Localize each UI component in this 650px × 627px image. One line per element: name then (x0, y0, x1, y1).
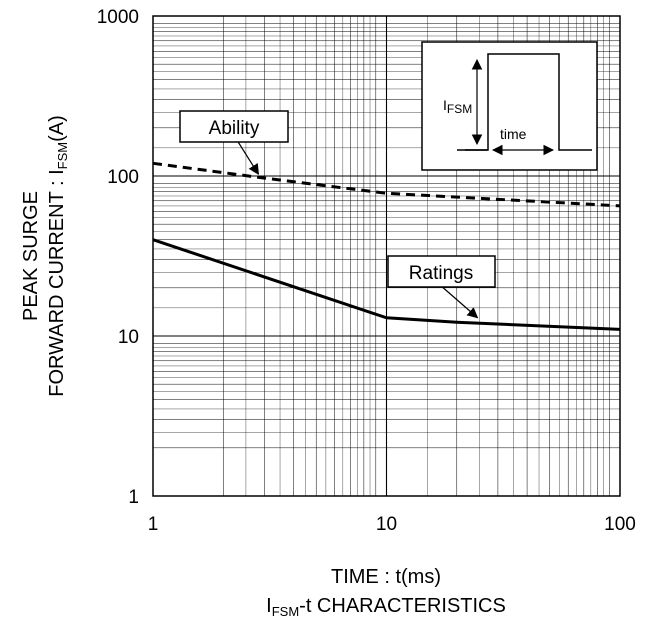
y-tick-label: 1 (128, 487, 139, 508)
ratings-arrow (439, 284, 479, 319)
series-ratings-line (152, 238, 621, 331)
x-tick-label: 1 (148, 514, 159, 535)
series-ability-line (152, 161, 621, 208)
inset-time-label: time (500, 126, 527, 142)
y-axis-label-line1: PEAK SURGE (20, 191, 42, 321)
x-tick-label: 100 (604, 514, 636, 535)
x-tick-label: 10 (376, 514, 397, 535)
ratings-label: Ratings (409, 263, 473, 284)
y-tick-label: 1000 (97, 7, 139, 28)
y-axis-label-group-2: FORWARD CURRENT : IFSM(A) (46, 115, 70, 397)
ability-arrow (234, 136, 259, 176)
x-axis-label: TIME : t(ms) (331, 566, 441, 588)
ability-label: Ability (209, 118, 260, 139)
ratings-label-box (387, 255, 496, 288)
y-axis-label-line2: FORWARD CURRENT : IFSM(A) (46, 115, 70, 397)
callout-ability: Ability (179, 110, 289, 176)
callout-ratings: Ratings (387, 255, 496, 319)
y-tick-label: 10 (118, 327, 139, 348)
pulse-inset: IFSM time (421, 41, 598, 171)
inset-current-label: IFSM (443, 97, 472, 116)
ability-label-box (179, 110, 289, 143)
y-axis-label-group: PEAK SURGE (20, 191, 42, 321)
y-tick-label: 100 (107, 167, 139, 188)
plot-frame (152, 15, 621, 497)
tick-labels: 1 10 100 1 10 100 1000 (97, 7, 636, 535)
plot-grid (153, 16, 620, 496)
chart-title: IFSM-t CHARACTERISTICS (266, 595, 506, 619)
series-layer (152, 161, 621, 331)
